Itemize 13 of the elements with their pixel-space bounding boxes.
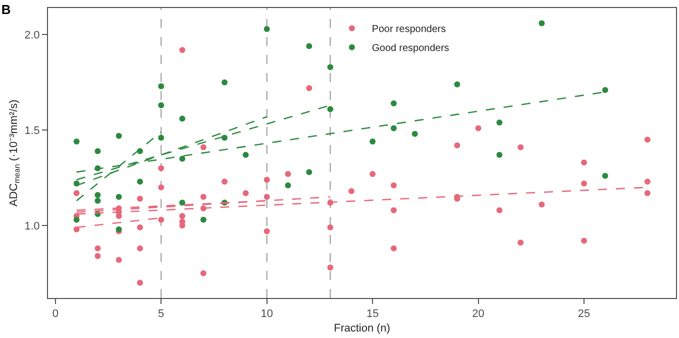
x-tick-label: 5 <box>158 308 164 320</box>
x-tick-label: 25 <box>578 308 590 320</box>
x-tick-label: 10 <box>260 308 273 320</box>
legend-label: Poor responders <box>372 24 446 36</box>
y-tick-label: 2.0 <box>24 30 40 42</box>
x-tick-label: 15 <box>366 308 379 320</box>
x-tick-label: 20 <box>472 308 484 320</box>
y-tick-label: 1.0 <box>24 220 40 232</box>
x-tick-label: 0 <box>52 308 58 320</box>
x-axis-title: Fraction (n) <box>334 322 390 334</box>
chart-title: B <box>1 2 11 18</box>
y-tick-label: 1.5 <box>24 124 40 137</box>
legend-label: Good responders <box>372 43 450 54</box>
